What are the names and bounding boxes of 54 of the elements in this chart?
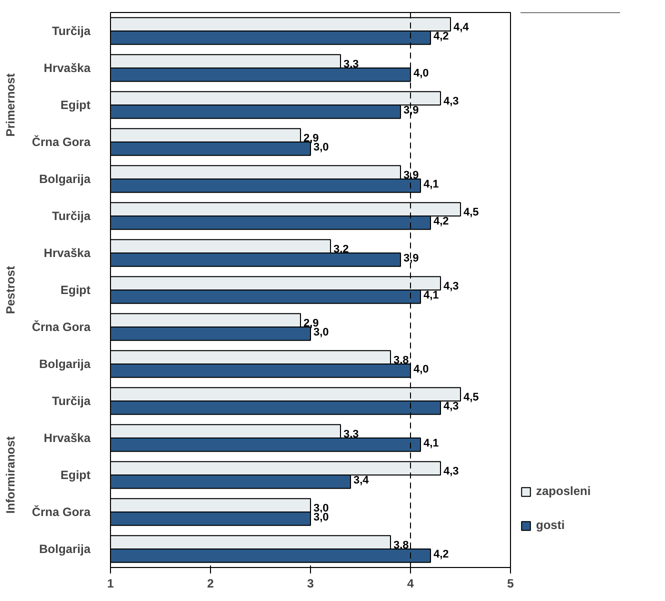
y-tick-label: Egipt — [60, 98, 91, 112]
text: Pestrost — [4, 266, 18, 314]
data-label: 4,3 — [444, 400, 459, 413]
data-label: 3,3 — [344, 428, 359, 440]
data-label: 4,0 — [414, 68, 429, 80]
data-label: 4,3 — [444, 95, 459, 108]
data-label: 2,9 — [304, 132, 319, 144]
data-label: 4,5 — [464, 391, 479, 404]
y-tick-label: Hrvaška — [44, 61, 91, 75]
data-label: 4,1 — [424, 290, 439, 302]
data-label: 4,2 — [434, 548, 449, 561]
data-label: 4,1 — [424, 438, 439, 450]
y-tick-label: Turčija — [52, 394, 91, 408]
data-label: 4,5 — [464, 206, 479, 218]
data-label: 3,0 — [314, 326, 329, 339]
data-label: 3,8 — [394, 354, 409, 366]
x-tick-label: 2 — [207, 576, 214, 590]
y-tick-label: Črna Gora — [32, 320, 91, 334]
text: Primernost — [4, 73, 18, 137]
y-tick-label: Egipt — [60, 468, 91, 482]
data-label: 4,3 — [444, 280, 459, 292]
x-tick-label: 4 — [407, 576, 414, 590]
x-tick-label: 5 — [507, 576, 514, 590]
data-label: 4,2 — [434, 216, 449, 228]
data-label: 2,9 — [304, 317, 319, 330]
data-label: 3,9 — [404, 104, 419, 117]
data-label: 3,0 — [314, 142, 329, 154]
y-tick-label: Črna Gora — [32, 505, 91, 519]
data-label: 4,4 — [454, 21, 470, 34]
x-tick-label: 1 — [107, 576, 114, 590]
y-tick-label: Hrvaška — [44, 431, 91, 445]
y-tick-label: Bolgarija — [39, 172, 91, 186]
text: Informiranost — [4, 436, 18, 514]
data-label: 3,2 — [334, 243, 349, 256]
data-label: 3,0 — [314, 512, 329, 524]
y-tick-label: Egipt — [60, 283, 91, 297]
x-tick-label: 3 — [307, 576, 314, 590]
y-tick-label: Bolgarija — [39, 357, 91, 371]
data-label: 4,0 — [414, 364, 429, 376]
y-tick-label: Turčija — [52, 24, 91, 38]
legend-label: zaposleni — [536, 484, 591, 498]
data-label: 3,3 — [344, 58, 359, 70]
data-label: 3,9 — [404, 252, 419, 265]
data-label: 3,4 — [354, 474, 370, 487]
data-label: 4,3 — [444, 465, 459, 478]
y-tick-label: Bolgarija — [39, 542, 91, 556]
y-tick-label: Hrvaška — [44, 246, 91, 260]
data-label: 3,0 — [314, 502, 329, 514]
data-label: 4,2 — [434, 30, 449, 43]
data-label: 3,8 — [394, 539, 409, 552]
y-tick-label: Črna Gora — [32, 135, 91, 149]
y-tick-label: Turčija — [52, 209, 91, 223]
legend-label: gosti — [536, 518, 565, 532]
data-label: 4,1 — [424, 178, 439, 191]
